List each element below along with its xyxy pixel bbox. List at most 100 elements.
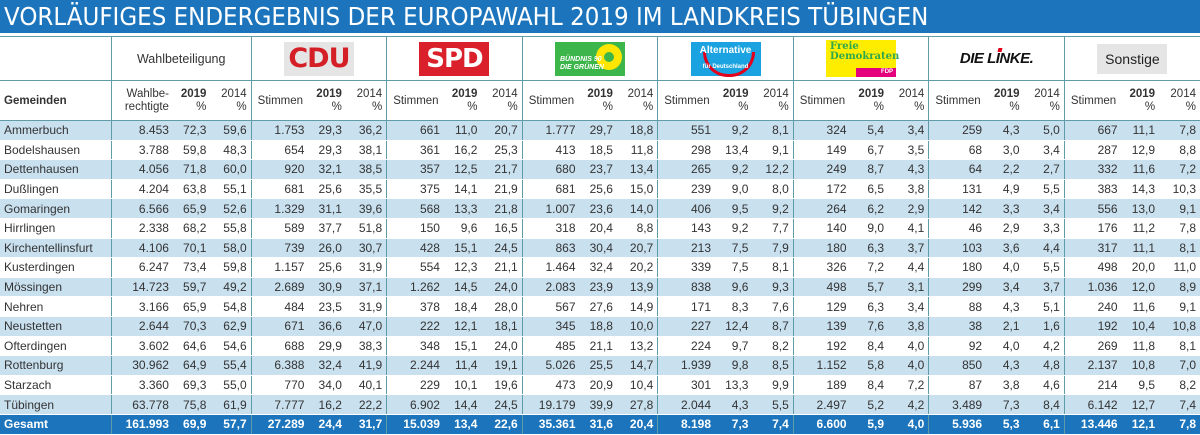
spd-pct-2019: 16,2 [443, 140, 482, 161]
fdp-pct-2019: 9,0 [850, 218, 889, 239]
fdp-votes: 139 [792, 316, 851, 337]
afd-pct-2019: 9,5 [715, 198, 753, 219]
linke-header: DIE LINKE. [928, 36, 1065, 81]
col-cdu-stimmen: Stimmen [250, 80, 309, 121]
eligible-voters: 4.056 [110, 159, 173, 180]
eligible-voters: 4.204 [110, 179, 173, 200]
municipality-name: Mössingen [0, 277, 112, 298]
gruene-votes: 345 [521, 316, 580, 337]
spd-votes: 568 [386, 198, 444, 219]
spd-pct-2019: 12,1 [443, 316, 482, 337]
fdp-pct-2019: 5,8 [850, 355, 889, 376]
sonst-votes: 2.137 [1063, 355, 1122, 376]
turnout-2014: 59,6 [210, 120, 252, 141]
spd-votes: 428 [386, 238, 444, 259]
eligible-voters: 4.106 [110, 238, 173, 259]
gruene-pct-2014: 13,4 [616, 159, 658, 180]
cdu-pct-2014: 35,5 [345, 179, 387, 200]
fdp-pct-2019: 7,6 [850, 316, 889, 337]
afd-pct-2014: 7,6 [752, 296, 794, 317]
afd-votes: 239 [657, 179, 716, 200]
turnout-2014: 58,0 [210, 238, 252, 259]
gruene-pct-2014: 10,4 [616, 375, 658, 396]
gruene-pct-2019: 18,8 [579, 316, 617, 337]
col-2019-pct: 2019% [172, 80, 211, 121]
sonst-votes: 214 [1063, 375, 1122, 396]
turnout-2014: 52,6 [210, 198, 252, 219]
turnout-label: Wahlbeteiligung [136, 51, 226, 66]
gruene-pct-2019: 21,1 [579, 336, 617, 357]
turnout-2019: 72,3 [172, 120, 211, 141]
afd-pct-2014: 5,5 [752, 394, 794, 415]
col-sonst-2014-pct: 2014% [1159, 80, 1200, 121]
cdu-pct-2019: 34,0 [308, 375, 346, 396]
cdu-pct-2014: 38,3 [345, 336, 387, 357]
gruene-votes: 485 [521, 336, 580, 357]
gruene-logo-text: BÜNDNIS 90 DIE GRÜNEN [559, 55, 604, 71]
cdu-pct-2019: 29,9 [308, 336, 346, 357]
spd-pct-2014: 21,7 [481, 159, 523, 180]
turnout-2019: 64,6 [172, 336, 211, 357]
spd-pct-2014: 20,7 [481, 120, 523, 141]
gruene-pct-2019: 23,9 [579, 277, 617, 298]
col-2014-pct: 2014% [210, 80, 252, 121]
spd-header: SPD [386, 36, 523, 81]
table-row: Mössingen 14.723 59,7 49,2 2.689 30,9 37,1 1.26… [0, 277, 1200, 298]
sonst-pct-2019: 9,5 [1121, 375, 1160, 396]
spd-pct-2019: 14,4 [443, 394, 482, 415]
sonst-pct-2019: 11,6 [1121, 159, 1160, 180]
turnout-2019: 71,8 [172, 159, 211, 180]
linke-votes: 3.489 [928, 394, 987, 415]
sonst-votes: 498 [1063, 257, 1122, 278]
spd-logo: SPD [419, 41, 490, 76]
gruene-pct-2014: 20,7 [616, 238, 658, 259]
gruene-header: BÜNDNIS 90 DIE GRÜNEN [521, 36, 658, 81]
col-spd-2014-pct: 2014% [481, 80, 523, 121]
cdu-pct-2014: 40,1 [345, 375, 387, 396]
fdp-pct-2014: 3,1 [888, 277, 929, 298]
linke-pct-2014: 3,4 [1023, 198, 1065, 219]
spd-pct-2014: 24,5 [481, 394, 523, 415]
sonstige-label: Sonstige [1097, 43, 1168, 74]
afd-votes: 2.044 [657, 394, 716, 415]
cdu-pct-2019: 32,1 [308, 159, 346, 180]
turnout-2014: 54,8 [210, 296, 252, 317]
eligible-voters: 8.453 [110, 120, 173, 141]
turnout-2014: 59,8 [210, 257, 252, 278]
cdu-pct-2014: 51,8 [345, 218, 387, 239]
sonst-pct-2014: 7,8 [1159, 120, 1200, 141]
fdp-votes: 1.152 [792, 355, 851, 376]
cdu-pct-2019: 29,3 [308, 140, 346, 161]
cdu-pct-2019: 36,6 [308, 316, 346, 337]
fdp-votes: 324 [792, 120, 851, 141]
linke-votes: 87 [928, 375, 987, 396]
results-body: Ammerbuch 8.453 72,3 59,6 1.753 29,3 36,2 661 11… [0, 120, 1200, 435]
fdp-pct-2014: 4,4 [888, 257, 929, 278]
municipality-name: Dußlingen [0, 179, 112, 200]
sonst-pct-2014: 8,1 [1159, 336, 1200, 357]
eligible-voters: 3.602 [110, 336, 173, 357]
gruene-votes: 1.464 [521, 257, 580, 278]
sonst-pct-2014: 8,1 [1159, 238, 1200, 259]
afd-pct-2014: 8,7 [752, 316, 794, 337]
municipality-name: Ofterdingen [0, 336, 112, 357]
gruene-pct-2014: 10,0 [616, 316, 658, 337]
municipality-name: Gesamt [0, 414, 112, 435]
gruene-pct-2014: 20,2 [616, 257, 658, 278]
spd-pct-2014: 24,0 [481, 277, 523, 298]
col-afd-stimmen: Stimmen [657, 80, 716, 121]
table-row: Kirchentellinsfurt 4.106 70,1 58,0 739 26,0 30… [0, 238, 1200, 259]
fdp-logo-text: Freie Demokraten [830, 41, 900, 62]
fdp-pct-2014: 3,4 [888, 296, 929, 317]
spd-votes: 661 [386, 120, 444, 141]
linke-votes: 180 [928, 257, 987, 278]
spd-pct-2019: 12,5 [443, 159, 482, 180]
afd-pct-2019: 8,3 [715, 296, 753, 317]
spd-pct-2019: 15,1 [443, 336, 482, 357]
gruene-pct-2019: 31,6 [579, 414, 617, 435]
turnout-2019: 63,8 [172, 179, 211, 200]
cdu-votes: 920 [250, 159, 309, 180]
turnout-2019: 59,8 [172, 140, 211, 161]
afd-pct-2014: 9,1 [752, 140, 794, 161]
col-cdu-2019-pct: 2019% [308, 80, 346, 121]
